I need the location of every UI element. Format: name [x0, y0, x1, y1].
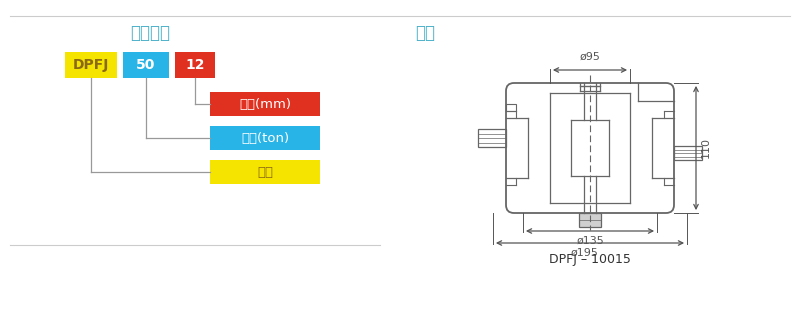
- Text: ø135: ø135: [576, 236, 604, 246]
- Bar: [506, 104, 516, 111]
- Bar: [674, 146, 702, 160]
- Bar: [478, 129, 506, 147]
- Text: 型号: 型号: [257, 166, 273, 179]
- Text: 型号说明: 型号说明: [130, 24, 170, 42]
- Bar: [123, 52, 169, 78]
- Bar: [210, 160, 320, 184]
- Text: 50: 50: [136, 58, 156, 72]
- Text: 特点: 特点: [415, 24, 435, 42]
- Text: ø195: ø195: [571, 248, 599, 258]
- Text: DPFJ: DPFJ: [73, 58, 109, 72]
- Bar: [210, 92, 320, 116]
- Text: 载荷(ton): 载荷(ton): [241, 131, 289, 144]
- Bar: [65, 52, 117, 78]
- Text: 12: 12: [186, 58, 205, 72]
- Text: ø95: ø95: [579, 52, 601, 62]
- Text: DPFJ – 10015: DPFJ – 10015: [549, 253, 631, 266]
- Text: 行程(mm): 行程(mm): [239, 98, 291, 111]
- Bar: [579, 213, 601, 227]
- Bar: [175, 52, 215, 78]
- Text: 110: 110: [701, 137, 711, 159]
- Bar: [210, 126, 320, 150]
